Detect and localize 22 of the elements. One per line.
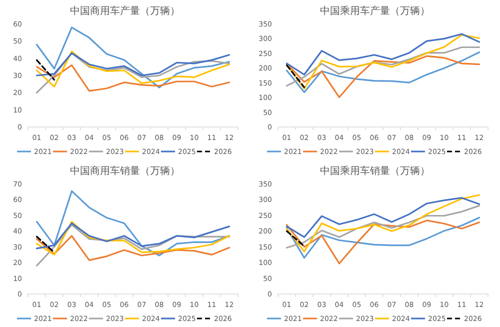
line-series bbox=[36, 52, 230, 94]
line-series bbox=[286, 46, 480, 87]
chart-title: 中国商用车产量（万辆） bbox=[70, 5, 180, 17]
line-series bbox=[36, 50, 230, 88]
chart-title: 中国乘用车销量（万辆） bbox=[320, 165, 430, 177]
line-series bbox=[36, 220, 230, 256]
line-series bbox=[286, 220, 480, 264]
line-series bbox=[36, 222, 230, 250]
line-series bbox=[286, 197, 480, 238]
line-series bbox=[286, 34, 480, 90]
line-series bbox=[36, 64, 230, 92]
line-series bbox=[286, 216, 480, 259]
chart-title: 中国商用车销量（万辆） bbox=[70, 165, 180, 177]
line-series bbox=[286, 194, 480, 252]
chart-title: 中国乘用车产量（万辆） bbox=[320, 5, 430, 17]
line-series bbox=[286, 33, 480, 76]
line-series bbox=[36, 235, 230, 262]
line-series bbox=[36, 190, 230, 256]
line-series bbox=[36, 26, 230, 88]
line-series bbox=[36, 224, 230, 267]
line-series bbox=[286, 204, 480, 249]
line-series bbox=[36, 52, 230, 76]
